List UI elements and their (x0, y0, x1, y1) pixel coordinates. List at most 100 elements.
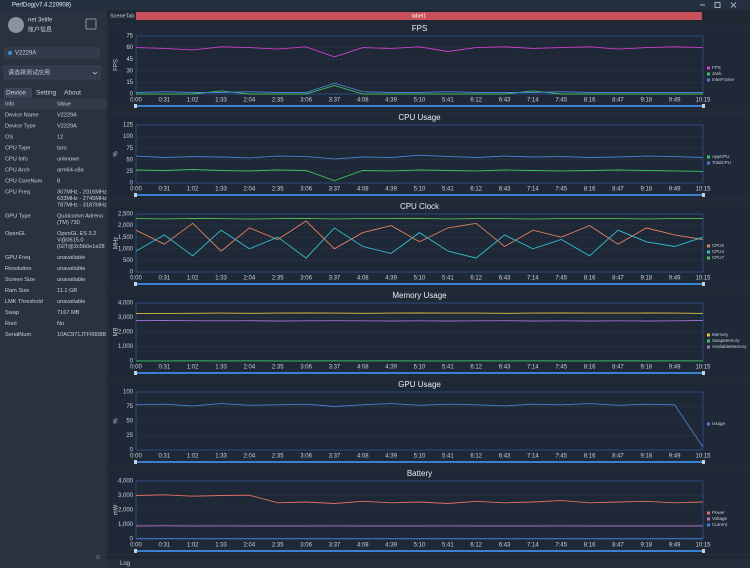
scroll-handle[interactable] (702, 193, 705, 197)
x-tick-label: 9:18 (640, 365, 652, 371)
scroll-handle[interactable] (702, 460, 705, 464)
legend-label[interactable]: Voltage (712, 516, 728, 521)
x-tick-label: 7:14 (527, 543, 539, 549)
scrollbar[interactable] (136, 194, 703, 196)
device-name: V2229A (15, 51, 36, 57)
tab-active[interactable] (4, 88, 32, 98)
legend-label[interactable]: Memory (712, 332, 729, 337)
x-tick-label: 1:33 (215, 98, 227, 104)
scroll-handle[interactable] (702, 282, 705, 286)
table-value: Qualcomm Adreno (57, 213, 103, 219)
legend-label[interactable]: FPS (712, 65, 721, 70)
chart-panel (107, 379, 749, 467)
scrollbar[interactable] (136, 283, 703, 285)
x-tick-label: 5:41 (442, 543, 454, 549)
scene-label-bar[interactable] (136, 12, 702, 20)
legend-label[interactable]: SwapMemory (712, 338, 740, 343)
legend-label[interactable]: Current (712, 522, 728, 527)
x-tick-label: 5:10 (414, 98, 426, 104)
scroll-handle[interactable] (134, 282, 137, 286)
table-value: (TM) 730 (57, 220, 80, 226)
x-tick-label: 8:47 (612, 365, 624, 371)
window-controls[interactable] (700, 2, 737, 8)
y-tick-label: 2,000 (118, 508, 134, 514)
legend-label[interactable]: Usage (712, 421, 726, 426)
x-tick-label: 8:47 (612, 276, 624, 282)
x-tick-label: 0:31 (159, 98, 171, 104)
avatar[interactable] (8, 17, 24, 33)
scene-tab[interactable]: SceneTab (110, 13, 134, 19)
table-key: CPU Arch (5, 167, 30, 173)
legend-swatch (707, 517, 710, 521)
series-line (135, 169, 704, 182)
collapse-button[interactable]: « (95, 552, 101, 563)
table-key: Ram Size (5, 288, 29, 294)
x-tick-label: 1:33 (215, 276, 227, 282)
x-tick-label: 3:06 (300, 187, 312, 193)
app-selector[interactable] (3, 65, 101, 80)
table-key: Resolution (5, 266, 31, 272)
x-tick-label: 3:37 (329, 365, 341, 371)
scroll-handle[interactable] (134, 371, 137, 375)
scroll-handle[interactable] (134, 460, 137, 464)
scroll-handle[interactable] (134, 193, 137, 197)
y-tick-label: 2,000 (118, 330, 134, 336)
legend-label[interactable]: AvailableMemory (712, 344, 747, 349)
scrollbar[interactable] (136, 105, 703, 107)
tab[interactable]: Device (6, 90, 26, 97)
legend-label[interactable]: Jank (712, 71, 722, 76)
x-tick-label: 5:41 (442, 276, 454, 282)
y-tick-label: 0 (130, 181, 134, 187)
y-tick-label: 45 (126, 57, 133, 63)
series-line (135, 227, 704, 259)
scroll-handle[interactable] (134, 549, 137, 553)
legend-label[interactable]: Power (712, 510, 725, 515)
x-tick-label: 9:49 (669, 365, 681, 371)
scrollbar[interactable] (136, 372, 703, 374)
scroll-handle[interactable] (702, 104, 705, 108)
legend-swatch (707, 511, 710, 515)
legend-label[interactable]: CPU7 (712, 255, 725, 260)
scrollbar[interactable] (136, 461, 703, 463)
y-axis-label: MB (114, 328, 120, 337)
table-value: 12 (57, 134, 63, 140)
scroll-handle[interactable] (702, 549, 705, 553)
y-axis-label: % (114, 418, 120, 424)
table-value: arm64-v8a (57, 167, 85, 173)
x-tick-label: 6:12 (470, 98, 482, 104)
tab[interactable]: About (64, 90, 81, 97)
legend-label[interactable]: AppCPU (712, 154, 730, 159)
table-value: V2229A (57, 123, 77, 129)
x-tick-label: 10:15 (695, 98, 711, 104)
device-selector[interactable] (4, 47, 100, 59)
account-info[interactable]: 账户信息 (28, 26, 52, 34)
chart-title: Battery (407, 469, 432, 478)
x-tick-label: 7:14 (527, 187, 539, 193)
table-key: GPU Type (5, 213, 31, 219)
chart-title: CPU Clock (400, 202, 440, 211)
x-tick-label: 4:08 (357, 98, 369, 104)
legend-label[interactable]: InterFrame (712, 77, 735, 82)
x-tick-label: 0:00 (130, 543, 142, 549)
log-tab[interactable]: Log (120, 561, 130, 567)
scroll-handle[interactable] (134, 104, 137, 108)
x-tick-label: 1:02 (187, 543, 199, 549)
x-tick-label: 5:10 (414, 365, 426, 371)
chart-title: CPU Usage (398, 113, 441, 122)
y-tick-label: 0 (130, 448, 134, 454)
x-tick-label: 2:35 (272, 98, 284, 104)
legend-label[interactable]: TotalCPU (712, 160, 731, 165)
legend-label[interactable]: CPU4 (712, 249, 725, 254)
x-tick-label: 7:45 (555, 276, 567, 282)
scroll-handle[interactable] (702, 371, 705, 375)
window-title: PerfDog(v7.4.220908) (12, 3, 71, 9)
table-value: unavailable (57, 299, 85, 305)
x-tick-label: 0:31 (159, 187, 171, 193)
scrollbar[interactable] (136, 550, 703, 552)
y-tick-label: 60 (126, 45, 133, 51)
settings-button[interactable] (85, 18, 97, 30)
tab[interactable]: Setting (36, 90, 57, 97)
x-tick-label: 0:31 (159, 543, 171, 549)
legend-label[interactable]: CPU0 (712, 243, 725, 248)
